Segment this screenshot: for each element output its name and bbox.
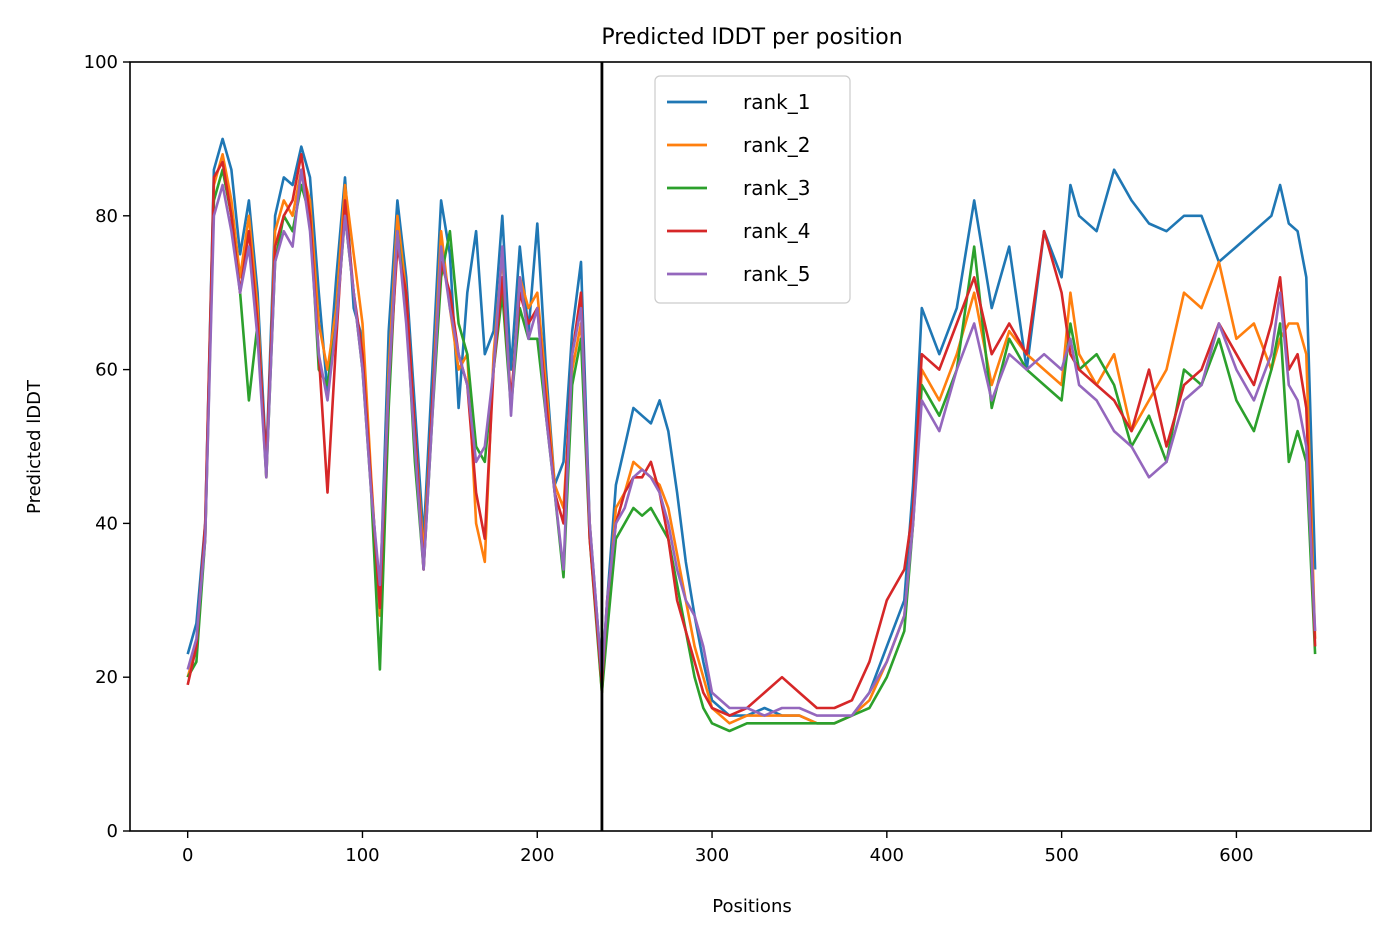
legend-label-rank_4: rank_4 bbox=[743, 219, 810, 243]
x-tick-label: 500 bbox=[1044, 845, 1078, 866]
y-tick-label: 80 bbox=[95, 206, 118, 227]
y-axis-label: Predicted lDDT bbox=[24, 379, 45, 514]
y-tick-label: 100 bbox=[84, 52, 118, 73]
series-line-rank_5 bbox=[186, 168, 1317, 717]
legend-label-rank_2: rank_2 bbox=[743, 133, 810, 157]
legend-label-rank_1: rank_1 bbox=[743, 90, 810, 114]
x-axis-label: Positions bbox=[712, 896, 791, 917]
legend-box bbox=[654, 75, 851, 304]
legend-label-rank_5: rank_5 bbox=[743, 262, 810, 286]
x-tick-label: 400 bbox=[870, 845, 904, 866]
y-tick-label: 60 bbox=[95, 360, 118, 381]
y-tick-label: 20 bbox=[95, 667, 118, 688]
axis-ticks: 0 100 200 300 400 500 600 0 20 40 60 80 100 bbox=[84, 52, 1254, 866]
chart-title: Predicted lDDT per position bbox=[601, 25, 902, 50]
x-tick-label: 300 bbox=[695, 845, 729, 866]
series-line-rank_2 bbox=[186, 153, 1317, 725]
x-tick-label: 200 bbox=[520, 845, 554, 866]
x-tick-label: 600 bbox=[1219, 845, 1253, 866]
plot-lines bbox=[186, 62, 1317, 831]
y-tick-label: 0 bbox=[107, 821, 118, 842]
x-tick-label: 100 bbox=[345, 845, 379, 866]
legend: rank_1 rank_2 rank_3 rank_4 rank_5 bbox=[654, 75, 851, 304]
plot-frame bbox=[129, 61, 1372, 832]
legend-label-rank_3: rank_3 bbox=[743, 176, 810, 200]
x-tick-label: 0 bbox=[182, 845, 193, 866]
y-tick-label: 40 bbox=[95, 513, 118, 534]
